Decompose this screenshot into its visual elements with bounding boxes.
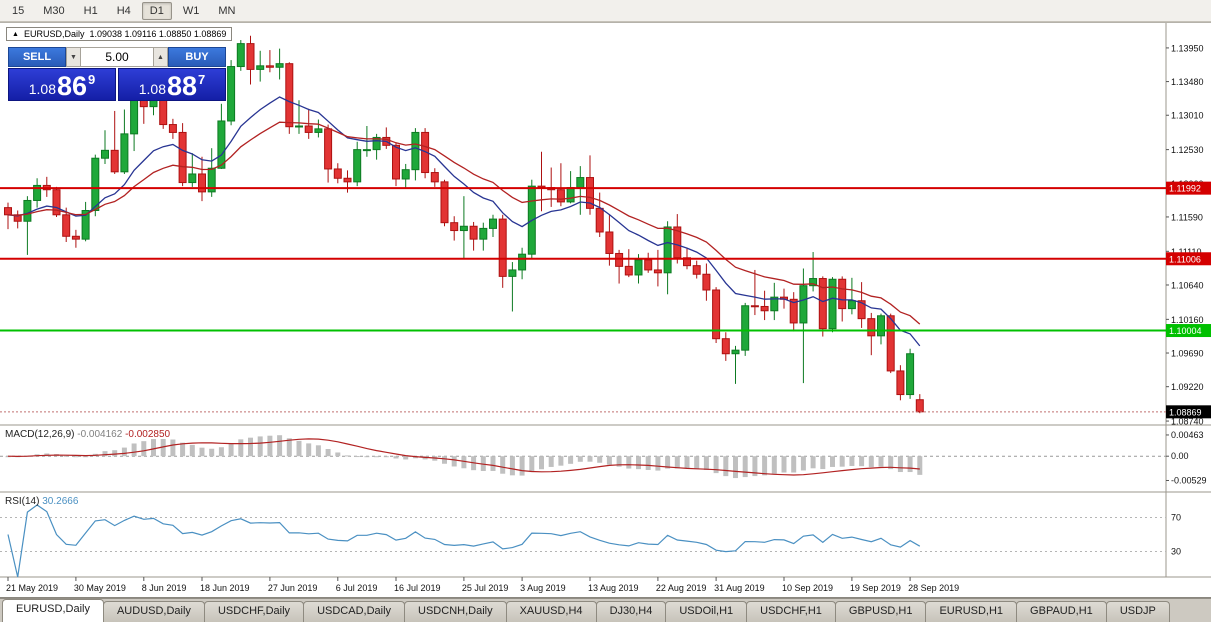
- svg-text:21 May 2019: 21 May 2019: [6, 583, 58, 593]
- chart-tab-usdoil-h1[interactable]: USDOil,H1: [665, 601, 748, 622]
- svg-text:6 Jul 2019: 6 Jul 2019: [336, 583, 378, 593]
- buy-price-display[interactable]: 1.08 88 7: [118, 68, 226, 101]
- svg-text:1.09690: 1.09690: [1171, 349, 1204, 359]
- svg-text:16 Jul 2019: 16 Jul 2019: [394, 583, 441, 593]
- sell-button[interactable]: SELL: [8, 47, 66, 67]
- svg-text:1.10004: 1.10004: [1169, 326, 1202, 336]
- svg-text:1.08869: 1.08869: [1169, 407, 1202, 417]
- chart-window: 1.139501.134801.130101.125301.120601.115…: [0, 22, 1211, 598]
- svg-text:1.11992: 1.11992: [1169, 184, 1201, 194]
- svg-text:1.11110: 1.11110: [1171, 247, 1202, 257]
- moving-averages: [7, 96, 921, 347]
- svg-text:27 Jun 2019: 27 Jun 2019: [268, 583, 318, 593]
- volume-increase-button[interactable]: ▲: [153, 47, 168, 67]
- price-chart[interactable]: 1.139501.134801.130101.125301.120601.115…: [0, 23, 1211, 597]
- buy-button[interactable]: BUY: [168, 47, 226, 67]
- time-axis: 21 May 2019 30 May 2019 8 Jun 2019 18 Jun 2…: [6, 577, 959, 593]
- svg-text:1.09220: 1.09220: [1171, 382, 1204, 392]
- sell-price-big-digits: 86: [56, 71, 88, 101]
- one-click-trading-panel: SELL ▼ ▲ BUY 1.08 86 9 1.08 88 7: [8, 47, 226, 101]
- volume-decrease-button[interactable]: ▼: [66, 47, 81, 67]
- chart-tab-usdjp[interactable]: USDJP: [1105, 601, 1170, 622]
- svg-text:3 Aug 2019: 3 Aug 2019: [520, 583, 566, 593]
- chart-tab-usdcad-daily[interactable]: USDCAD,Daily: [303, 601, 406, 622]
- timeframe-button-h4[interactable]: H4: [109, 2, 139, 20]
- chart-tab-usdchf-daily[interactable]: USDCHF,Daily: [203, 601, 305, 622]
- timeframe-button-h1[interactable]: H1: [76, 2, 106, 20]
- collapse-arrow-icon[interactable]: ▲: [12, 30, 19, 38]
- svg-text:25 Jul 2019: 25 Jul 2019: [462, 583, 509, 593]
- chart-tab-usdcnh-daily[interactable]: USDCNH,Daily: [404, 601, 507, 622]
- svg-text:1.13950: 1.13950: [1171, 43, 1204, 53]
- svg-text:70: 70: [1171, 513, 1181, 523]
- timeframe-button-m30[interactable]: M30: [35, 2, 72, 20]
- svg-text:22 Aug 2019: 22 Aug 2019: [656, 583, 707, 593]
- svg-text:0.00463: 0.00463: [1171, 430, 1204, 440]
- svg-text:1.10160: 1.10160: [1171, 315, 1204, 325]
- svg-text:30 May 2019: 30 May 2019: [74, 583, 126, 593]
- svg-text:1.13480: 1.13480: [1171, 77, 1204, 87]
- sell-price-prefix: 1.08: [28, 81, 56, 97]
- timeframe-toolbar: 15 M30 H1 H4 D1 W1 MN: [0, 0, 1211, 22]
- chart-tab-eurusd-daily[interactable]: EURUSD,Daily: [2, 599, 104, 622]
- timeframe-button-d1[interactable]: D1: [141, 1, 172, 20]
- chart-tabs-bar: EURUSD,Daily AUDUSD,Daily USDCHF,Daily USDC…: [0, 598, 1211, 622]
- svg-text:8 Jun 2019: 8 Jun 2019: [142, 583, 187, 593]
- svg-text:-0.00529: -0.00529: [1171, 475, 1207, 485]
- chart-tab-gbpusd-h1[interactable]: GBPUSD,H1: [834, 601, 927, 622]
- chart-symbol-label: EURUSD,Daily: [23, 29, 85, 39]
- current-price-marker: 1.08869: [0, 405, 1211, 419]
- svg-text:1.13010: 1.13010: [1171, 111, 1204, 121]
- svg-text:1.11006: 1.11006: [1169, 254, 1201, 264]
- svg-text:1.11590: 1.11590: [1171, 212, 1203, 222]
- svg-text:19 Sep 2019: 19 Sep 2019: [850, 583, 901, 593]
- svg-text:RSI(14) 30.2666: RSI(14) 30.2666: [5, 496, 79, 507]
- svg-text:MACD(12,26,9) -0.004162 -0.002: MACD(12,26,9) -0.004162 -0.002850: [5, 429, 171, 440]
- chart-tab-eurusd-h1[interactable]: EURUSD,H1: [925, 601, 1018, 622]
- buy-price-pip-digit: 7: [198, 72, 206, 87]
- support-resistance-levels[interactable]: 1.11992 1.11006 1.10004: [0, 181, 1211, 338]
- sell-price-pip-digit: 9: [88, 72, 96, 87]
- chart-tab-dj30-h4[interactable]: DJ30,H4: [595, 601, 667, 622]
- svg-text:1.10640: 1.10640: [1171, 280, 1204, 290]
- timeframe-button-w1[interactable]: W1: [175, 2, 208, 20]
- svg-text:10 Sep 2019: 10 Sep 2019: [782, 583, 833, 593]
- chart-tab-audusd-daily[interactable]: AUDUSD,Daily: [102, 601, 205, 622]
- timeframe-button-15[interactable]: 15: [4, 2, 32, 20]
- svg-text:30: 30: [1171, 547, 1181, 557]
- volume-input[interactable]: [81, 47, 153, 67]
- chart-ohlc-values: 1.09038 1.09116 1.08850 1.08869: [89, 29, 227, 39]
- svg-text:28 Sep 2019: 28 Sep 2019: [908, 583, 959, 593]
- svg-text:0.00: 0.00: [1171, 451, 1189, 461]
- buy-price-prefix: 1.08: [138, 81, 166, 97]
- macd-pane: 0.00463 0.00 -0.00529 MACD(12,26,9) -0.0041…: [0, 429, 1207, 485]
- chart-tab-gbpaud-h1[interactable]: GBPAUD,H1: [1016, 601, 1107, 622]
- svg-text:18 Jun 2019: 18 Jun 2019: [200, 583, 250, 593]
- svg-text:13 Aug 2019: 13 Aug 2019: [588, 583, 639, 593]
- rsi-pane: 70 30 RSI(14) 30.2666: [0, 496, 1181, 578]
- chart-tab-xauusd-h4[interactable]: XAUUSD,H4: [505, 601, 597, 622]
- svg-text:1.12530: 1.12530: [1171, 145, 1204, 155]
- svg-text:1.08740: 1.08740: [1171, 417, 1204, 427]
- svg-text:31 Aug 2019: 31 Aug 2019: [714, 583, 765, 593]
- buy-price-big-digits: 88: [166, 71, 198, 101]
- sell-price-display[interactable]: 1.08 86 9: [8, 68, 116, 101]
- chart-tab-usdchf-h1[interactable]: USDCHF,H1: [746, 601, 836, 622]
- timeframe-button-mn[interactable]: MN: [210, 2, 243, 20]
- chart-ohlc-header: ▲ EURUSD,Daily 1.09038 1.09116 1.08850 1…: [6, 27, 233, 41]
